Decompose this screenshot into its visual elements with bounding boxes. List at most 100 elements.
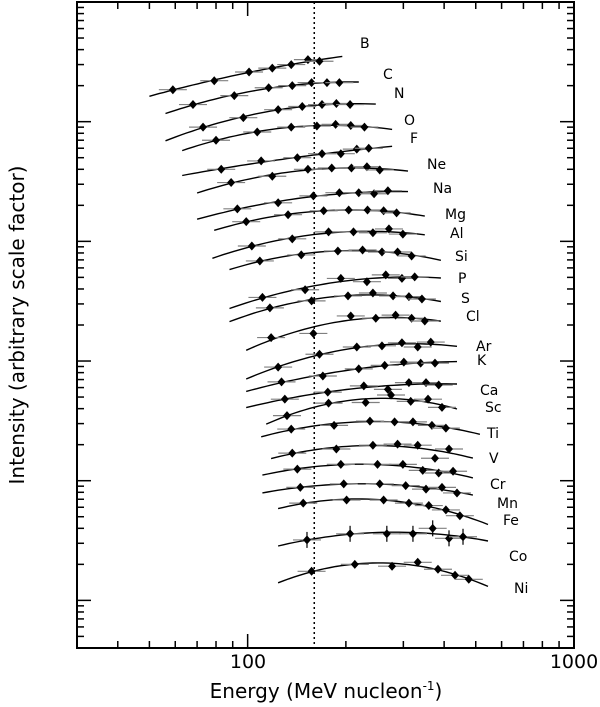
data-point-Fe	[299, 498, 308, 508]
data-point-Co	[382, 529, 391, 539]
data-point-Co	[346, 529, 355, 539]
y-axis-title: Intensity (arbitrary scale factor)	[5, 166, 29, 485]
data-point-Ti	[365, 416, 374, 426]
data-point-Mg	[319, 206, 328, 216]
data-point-Ar	[352, 342, 361, 352]
data-point-Ni	[413, 557, 422, 567]
data-point-Cl	[267, 333, 276, 343]
data-point-Fe	[342, 495, 351, 505]
data-point-V	[288, 448, 297, 458]
data-point-Ne	[227, 178, 236, 188]
data-point-K	[318, 371, 327, 381]
data-points	[158, 55, 483, 584]
data-point-K	[430, 358, 439, 368]
data-point-K	[380, 360, 389, 370]
data-point-S	[307, 296, 316, 306]
data-point-F	[318, 149, 327, 159]
data-point-N	[274, 105, 283, 115]
data-point-K	[277, 377, 286, 387]
data-point-Fe	[441, 505, 450, 515]
series-label-Cr: Cr	[490, 477, 506, 493]
data-point-Ne	[268, 171, 277, 181]
series-label-Mg: Mg	[445, 207, 466, 223]
data-point-Ca	[280, 394, 289, 404]
series-label-B: B	[360, 36, 370, 52]
data-point-P	[258, 292, 267, 302]
x-axis-title: Energy (MeV nucleon-1)	[210, 679, 443, 703]
fit-curve-Co	[277, 531, 489, 547]
series-label-Ti: Ti	[486, 426, 499, 442]
data-point-S	[343, 291, 352, 301]
series-label-P: P	[458, 271, 466, 287]
series-label-Si: Si	[455, 249, 468, 265]
data-point-Al	[324, 227, 333, 237]
data-point-Si	[393, 247, 402, 257]
data-point-V	[413, 440, 422, 450]
data-point-F	[217, 164, 226, 174]
data-point-Ar	[397, 338, 406, 348]
series-label-C: C	[383, 67, 393, 83]
data-point-N	[298, 101, 307, 111]
data-point-Ni	[433, 564, 442, 574]
data-point-P	[301, 285, 310, 295]
data-point-Fe	[379, 495, 388, 505]
fit-curve-Ar	[245, 343, 458, 380]
fit-curve-C	[165, 81, 359, 115]
data-point-Mg	[363, 205, 372, 215]
x-axis-title-close: )	[435, 679, 443, 703]
data-point-Mn	[375, 479, 384, 489]
data-point-Mn	[422, 484, 431, 494]
data-point-Fe	[424, 501, 433, 511]
series-label-Mn: Mn	[497, 496, 518, 512]
series-label-F: F	[410, 131, 418, 147]
data-point-S	[389, 291, 398, 301]
data-point-Ar	[315, 349, 324, 359]
series-label-Al: Al	[450, 226, 463, 242]
x-tick-label-1000: 1000	[550, 651, 598, 673]
data-point-Cl	[371, 313, 380, 323]
data-point-Ca	[404, 378, 413, 388]
data-point-Ca	[359, 381, 368, 391]
data-point-C	[288, 81, 297, 91]
fit-curve-F	[182, 145, 393, 177]
data-point-Ne	[327, 163, 336, 173]
data-point-S	[417, 294, 426, 304]
data-point-Al	[398, 229, 407, 239]
data-point-V	[445, 444, 454, 454]
data-point-Mg	[284, 210, 293, 220]
data-point-Si	[297, 250, 306, 260]
data-point-C	[264, 83, 273, 93]
data-point-N	[199, 122, 208, 132]
data-point-Ne	[303, 164, 312, 174]
data-point-O	[253, 127, 262, 137]
series-label-O: O	[404, 113, 415, 129]
data-point-Cr	[449, 466, 458, 476]
data-point-Cl	[420, 316, 429, 326]
data-point-B	[315, 56, 324, 66]
data-point-Co	[428, 523, 437, 533]
data-point-Sc	[437, 402, 446, 412]
data-point-B	[168, 85, 177, 95]
axes	[76, 1, 575, 649]
data-point-V	[332, 444, 341, 454]
series-label-Co: Co	[509, 549, 527, 565]
data-point-Mn	[437, 482, 446, 492]
fit-curve-Ca	[246, 383, 458, 409]
data-point-Si	[358, 245, 367, 255]
data-point-Si	[333, 246, 342, 256]
data-point-Ar	[413, 342, 422, 352]
data-point-F	[293, 153, 302, 163]
data-point-Co	[459, 532, 468, 542]
series-label-Ca: Ca	[480, 383, 498, 399]
data-point-Co	[445, 533, 454, 543]
data-point-Mg	[344, 205, 353, 215]
data-point-Cl	[346, 311, 355, 321]
x-axis-title-main: Energy (MeV nucleon	[210, 679, 423, 703]
data-point-Si	[255, 256, 264, 266]
data-point-Ni	[451, 570, 460, 580]
data-point-Mn	[296, 482, 305, 492]
data-point-Ti	[330, 420, 339, 430]
data-point-Mg	[379, 206, 388, 216]
